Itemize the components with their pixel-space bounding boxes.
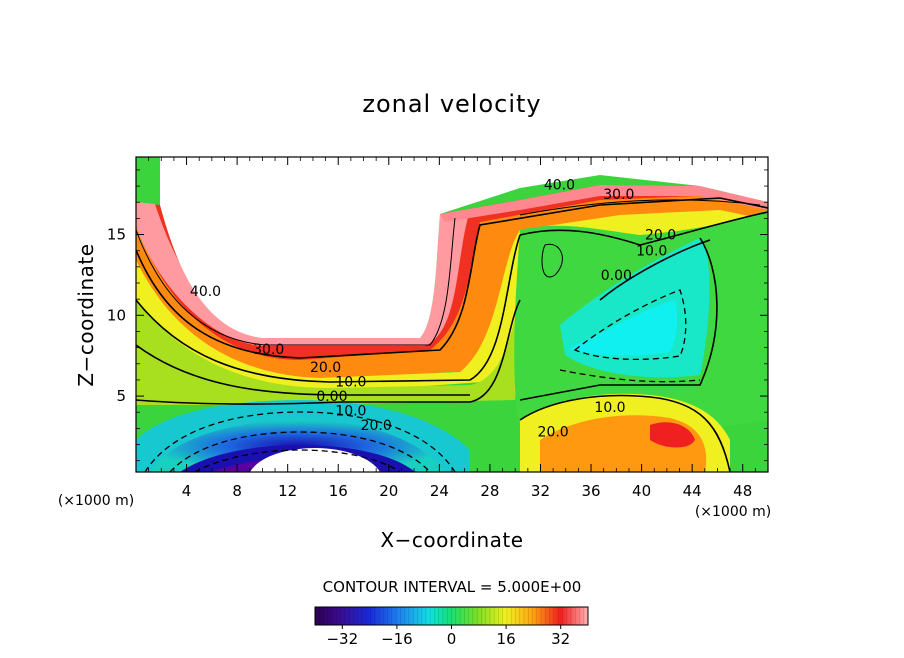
contour-label: 40.0 [544,177,575,193]
x-tick-label: 48 [733,482,752,500]
x-tick-label: 4 [182,482,192,500]
x-tick-label: 12 [278,482,297,500]
y-axis-label: Z−coordinate [74,243,98,386]
contour-label: 10.0 [335,403,366,419]
chart-title: zonal velocity [362,90,541,118]
x-tick-label: 8 [232,482,242,500]
contour-interval-label: CONTOUR INTERVAL = 5.000E+00 [323,578,582,596]
colorbar-tick-label: −32 [326,630,358,648]
contour-label: 0.00 [601,268,632,284]
x-tick-label: 40 [632,482,651,500]
contour-label: 20.0 [645,227,676,243]
contour-field [136,157,768,472]
x-tick-label: 24 [430,482,449,500]
x-tick-label: 36 [581,482,600,500]
mask-upper-left [160,157,440,338]
x-tick-label: 32 [531,482,550,500]
x-axis-unit-right: (×1000 m) [695,504,771,520]
x-tick-label: 20 [379,482,398,500]
contour-label: 40.0 [190,284,221,300]
x-tick-label: 16 [329,482,348,500]
contour-label: 20.0 [310,360,341,376]
contour-label: 20.0 [361,418,392,434]
contour-label: 30.0 [253,342,284,358]
y-tick-label: 5 [116,387,126,405]
x-tick-label: 28 [480,482,499,500]
contour-label: 10.0 [335,374,366,390]
colorbar-stripes [318,607,585,625]
colorbar-ticks: −32 −16 0 16 32 [326,625,570,648]
mask-top-right [440,157,768,214]
contour-label: 0.00 [316,389,347,405]
contour-label: 20.0 [538,424,569,440]
colorbar-tick-label: 32 [551,630,570,648]
contour-labels: 40.030.020.010.00.0040.030.020.010.00.00… [190,177,676,440]
y-axis-ticks: 5 10 15 [107,169,768,462]
y-tick-label: 15 [107,226,126,244]
contour-label: 10.0 [636,244,667,260]
colorbar-tick-label: −16 [381,630,413,648]
x-axis-label: X−coordinate [380,528,523,552]
x-axis-ticks: 4 8 12 16 20 24 28 32 36 40 44 48 [148,157,756,500]
x-axis-unit-left: (×1000 m) [58,493,134,509]
y-tick-label: 10 [107,306,126,324]
x-tick-label: 44 [683,482,702,500]
contour-label: 10.0 [594,400,625,416]
colorbar-tick-label: 16 [497,630,516,648]
contour-label: 30.0 [603,187,634,203]
colorbar-tick-label: 0 [447,630,457,648]
